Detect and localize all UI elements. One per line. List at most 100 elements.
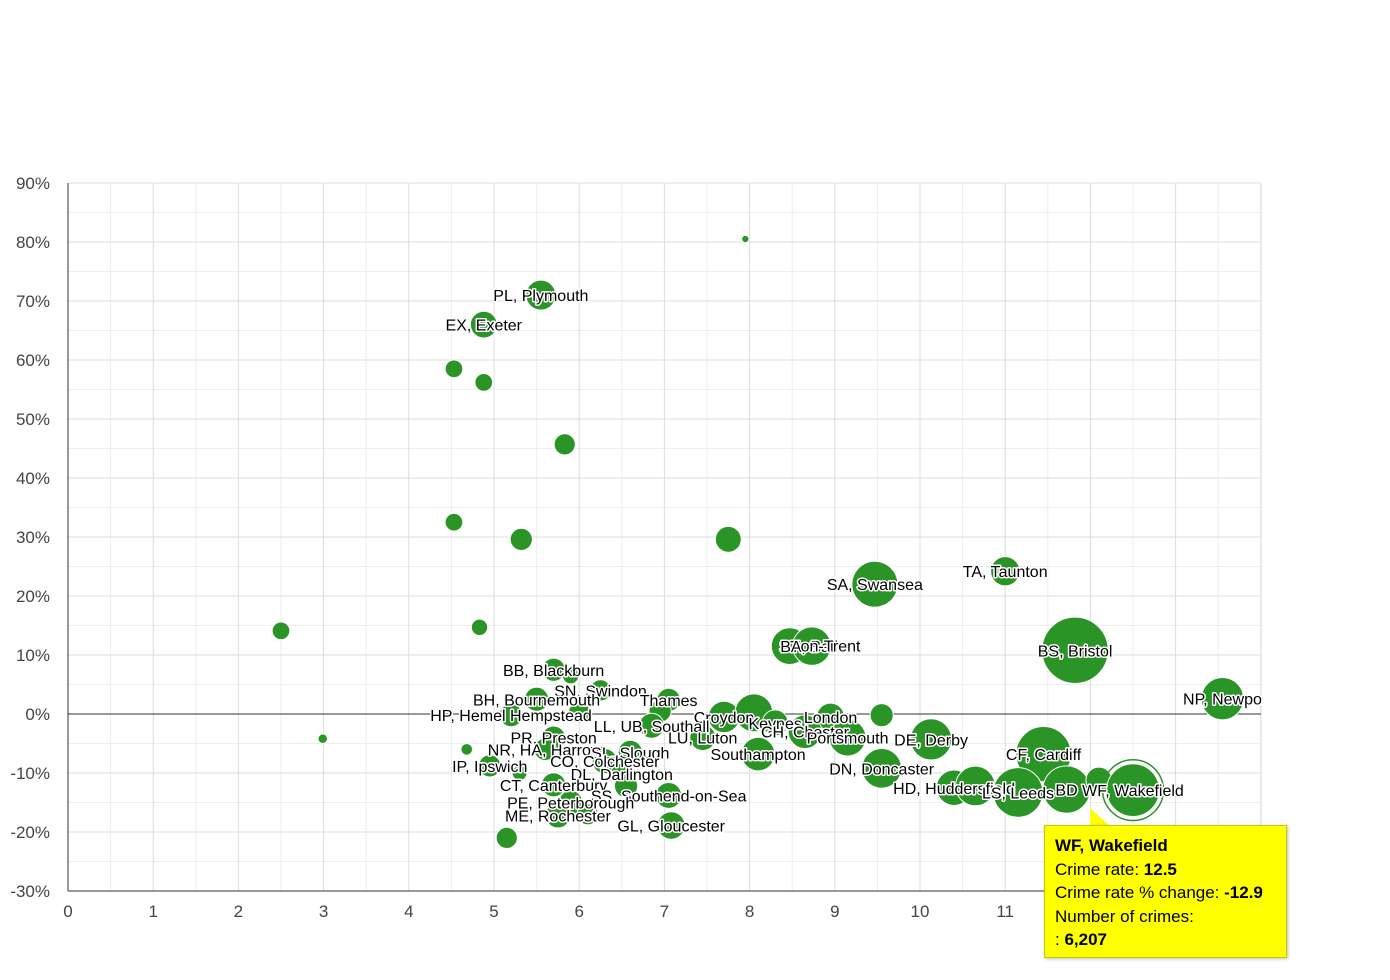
bubble-label: Keynes	[748, 716, 801, 733]
bubble	[511, 765, 528, 781]
bubble	[761, 709, 789, 737]
bubble	[509, 527, 533, 551]
bubble-label: London	[804, 710, 857, 727]
y-tick-label: 50%	[16, 410, 50, 429]
bubble	[568, 701, 591, 724]
bubble	[544, 802, 571, 829]
bubble-label: Southampton	[711, 747, 806, 764]
bubble-label: BD	[1055, 783, 1077, 800]
bubble	[792, 626, 832, 666]
bubble-label: CO, Colchester	[550, 754, 660, 771]
bubble-label: EX, Exeter	[446, 318, 523, 335]
bubble	[851, 560, 899, 608]
tooltip-rate-label: Crime rate:	[1055, 859, 1144, 879]
bubble	[1200, 676, 1245, 721]
bubbles	[271, 234, 1245, 849]
bubble	[525, 279, 557, 311]
bubble-label: NP, Newpo	[1183, 692, 1262, 709]
bubble-label: HD, Huddersfield	[893, 781, 1015, 798]
bubble-label: ME, Rochester	[505, 808, 611, 825]
tooltip-change-value: -12.9	[1224, 883, 1263, 902]
bubble-label: CF, Cardiff	[1006, 747, 1082, 764]
x-tick-label: 7	[660, 902, 669, 921]
y-tick-label: 70%	[16, 292, 50, 311]
tooltip-title: WF, Wakefield	[1055, 836, 1168, 855]
bubble	[990, 556, 1021, 587]
bubble	[1041, 616, 1109, 684]
tooltip-change-label: Crime rate % change:	[1055, 883, 1225, 902]
bubble-labels: PL, Plymouth EX, Exeter SA, Swansea TA, Tau…	[429, 287, 1264, 837]
bubble-label: SL, Slough	[591, 745, 669, 762]
bubble	[474, 373, 494, 392]
bubble-label: SA, Swansea	[827, 577, 923, 594]
y-tick-label: 60%	[16, 351, 50, 370]
x-tick-label: 5	[489, 902, 498, 921]
y-tick-label: 80%	[16, 233, 50, 252]
tooltip-change: Crime rate % change: -12.9	[1055, 881, 1276, 905]
bubble	[869, 703, 894, 728]
bubble	[617, 739, 643, 765]
bubble	[1106, 763, 1160, 818]
bubble	[638, 712, 665, 739]
x-tick-label: 4	[404, 902, 413, 921]
bubble	[444, 359, 464, 379]
bubble	[655, 781, 683, 809]
bubble-label: CH, Chester	[761, 725, 850, 742]
x-tick-label: 2	[234, 902, 243, 921]
bubble-label: CT, Canterbury	[500, 778, 608, 795]
bubble-label: SN, Swindon	[554, 683, 647, 700]
bubble	[828, 718, 867, 757]
bubble-label: PR, Preston	[511, 731, 597, 748]
bubble-label: ST	[779, 639, 800, 656]
bubble	[478, 754, 502, 778]
bubble	[861, 747, 902, 789]
bubble	[589, 679, 612, 702]
bubble-label: HP, Hemel Hempstead	[430, 708, 592, 725]
bubble	[576, 803, 599, 826]
y-tick-label: 40%	[16, 469, 50, 488]
bubble-label: IP, Ipswich	[452, 759, 527, 776]
y-tick-label: 90%	[16, 174, 50, 193]
y-tick-label: 20%	[16, 587, 50, 606]
bubble-label: BH, Bournemouth	[473, 692, 600, 709]
bubble	[553, 433, 576, 456]
tooltip-crimes: : 6,207	[1055, 928, 1276, 952]
tooltip-crimes-prefix: :	[1055, 930, 1065, 949]
bubble	[469, 310, 498, 339]
tooltip-rate: Crime rate: 12.5	[1055, 858, 1276, 882]
bubble	[613, 773, 639, 799]
bubble	[741, 234, 750, 244]
bubble-label: PE, Peterborough	[507, 796, 634, 813]
bubble-label: BA, Bath	[780, 639, 843, 656]
x-tick-label: 9	[830, 902, 839, 921]
bubble	[444, 512, 464, 532]
bubble	[689, 724, 717, 752]
x-tick-label: 11	[996, 902, 1014, 921]
bubble-label: on-Trent	[801, 639, 861, 656]
y-tick-label: 30%	[16, 528, 50, 547]
x-tick-label: 10	[911, 902, 930, 921]
x-tick-label: 3	[319, 902, 328, 921]
y-tick-label: -20%	[10, 823, 50, 842]
tooltip-crimes-value: 6,207	[1064, 930, 1107, 949]
bubble	[271, 621, 291, 641]
bubble-label: Thames	[640, 693, 698, 710]
y-tick-label: 0%	[25, 705, 50, 724]
y-tick-label: -10%	[10, 764, 50, 783]
y-tick-label: 10%	[16, 646, 50, 665]
bubble	[740, 736, 776, 772]
x-tick-label: 6	[574, 902, 583, 921]
x-tick-label: 0	[63, 902, 72, 921]
tooltip-pointer	[1090, 808, 1110, 826]
bubble-label: BS, Bristol	[1038, 643, 1113, 660]
bubble	[787, 714, 823, 749]
bubble	[524, 686, 550, 712]
bubble	[460, 743, 474, 756]
bubble	[317, 733, 328, 745]
tooltip-crimes-label: Number of crimes:	[1055, 906, 1194, 926]
bubble-label: DE, Derby	[894, 732, 968, 749]
bubble-label: PL, Plymouth	[493, 288, 588, 305]
bubble	[533, 737, 557, 762]
bubble	[656, 811, 686, 840]
